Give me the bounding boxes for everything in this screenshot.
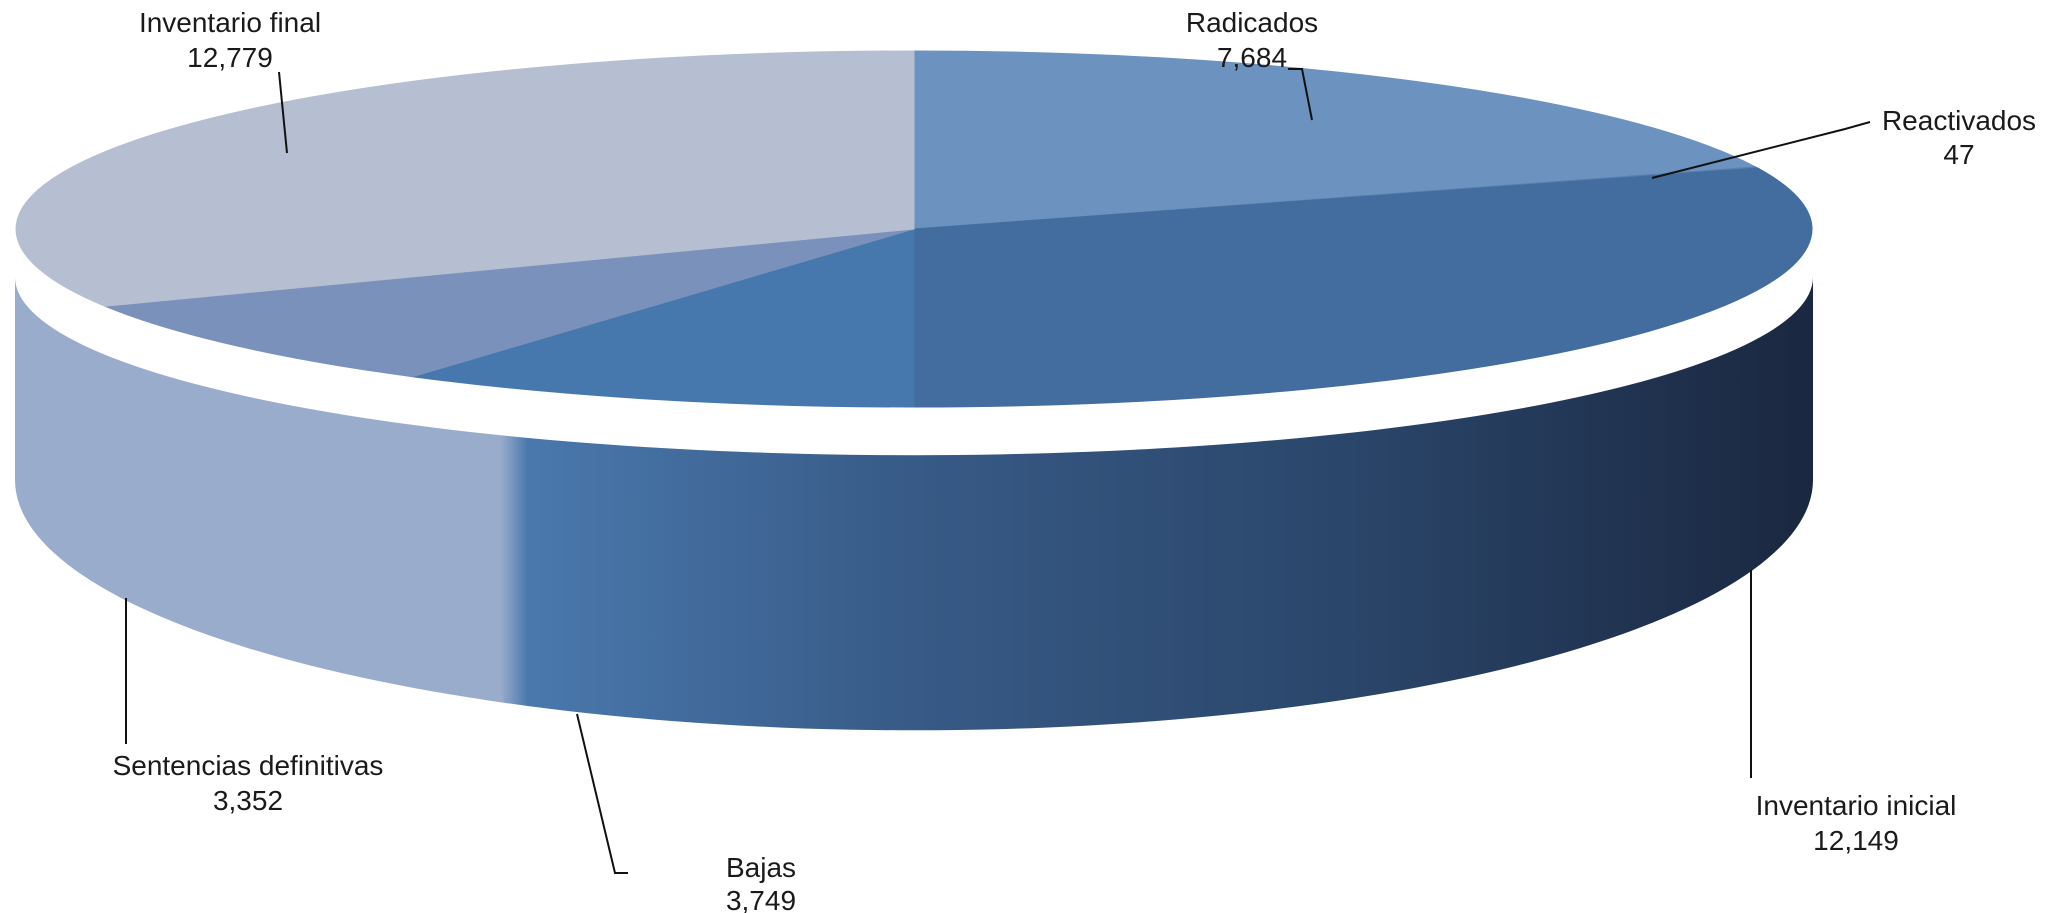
label-radicados: Radicados	[1186, 7, 1318, 38]
value-sentencias-definitivas: 3,352	[213, 785, 283, 816]
label-inventario-final: Inventario final	[139, 7, 321, 38]
value-inventario-final: 12,779	[187, 42, 273, 73]
label-sentencias-definitivas: Sentencias definitivas	[113, 750, 384, 781]
value-radicados: 7,684	[1217, 42, 1287, 73]
pie-slice-sentencias-definitivas	[104, 228, 915, 378]
leader-line-inventario-final	[278, 71, 288, 154]
pie-slice-inventario-final	[15, 50, 915, 307]
leader-line-bajas	[576, 713, 628, 874]
pie-slice-radicados	[913, 50, 1758, 230]
pie-slice-bajas	[412, 228, 915, 408]
value-inventario-inicial: 12,149	[1813, 825, 1899, 856]
label-reactivados: Reactivados	[1882, 105, 2036, 136]
leader-line-reactivados	[1651, 121, 1871, 179]
value-bajas: 3,749	[726, 885, 796, 913]
pie-side-wall	[15, 277, 1813, 731]
label-bajas: Bajas	[726, 852, 796, 883]
pie-slice-inventario-inicial	[913, 167, 1813, 408]
value-reactivados: 47	[1943, 139, 1974, 170]
leader-line-radicados	[1288, 68, 1313, 121]
label-inventario-inicial: Inventario inicial	[1756, 790, 1957, 821]
